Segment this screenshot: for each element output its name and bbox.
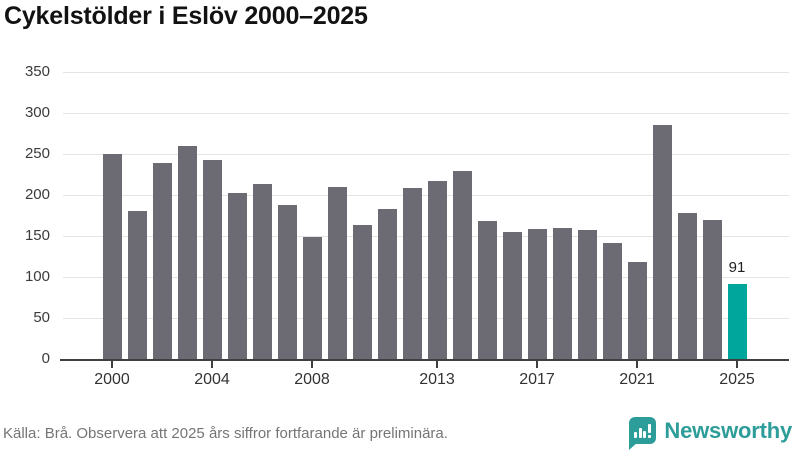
page-title: Cykelstölder i Eslöv 2000–2025 [4, 2, 368, 30]
x-tick-2025 [736, 361, 738, 368]
bar-2018 [552, 227, 572, 359]
x-axis-line [60, 359, 789, 361]
y-axis-label-200: 200 [24, 186, 50, 203]
gridline-300 [63, 113, 789, 114]
x-tick-2021 [636, 361, 638, 368]
x-tick-2008 [311, 361, 313, 368]
bar-2022 [652, 125, 672, 359]
bar-2019 [577, 230, 597, 359]
newsworthy-chart-bubble-icon [629, 417, 657, 450]
logo-exclamation-icon [647, 435, 651, 438]
x-axis-label-2004: 2004 [194, 371, 230, 388]
bar-2024 [702, 219, 722, 359]
gridline-50 [63, 318, 789, 319]
y-axis-label-150: 150 [24, 227, 50, 244]
gridline-200 [63, 195, 789, 196]
newsworthy-logo-link[interactable]: Newsworthy [629, 417, 792, 450]
x-axis-label-2000: 2000 [94, 371, 130, 388]
x-tick-2017 [536, 361, 538, 368]
bar-2001 [127, 210, 147, 359]
x-axis-label-2013: 2013 [419, 371, 455, 388]
x-axis-label-2017: 2017 [519, 371, 555, 388]
bar-2009 [327, 186, 347, 359]
gridline-250 [63, 154, 789, 155]
logo-exclamation-icon [647, 424, 651, 433]
bar-2012 [402, 188, 422, 359]
bar-2016 [502, 231, 522, 359]
bar-2013 [427, 181, 447, 359]
y-axis-label-50: 50 [33, 309, 50, 326]
bar-2007 [277, 204, 297, 359]
x-tick-2000 [111, 361, 113, 368]
y-axis-label-0: 0 [41, 350, 50, 367]
bar-2015 [477, 221, 497, 359]
bar-2004 [202, 159, 222, 359]
bar-2014 [452, 171, 472, 359]
value-label-2025: 91 [728, 259, 746, 277]
logo-bar-icon [638, 428, 642, 438]
x-axis-label-2021: 2021 [619, 371, 655, 388]
x-axis-label-2008: 2008 [294, 371, 330, 388]
x-tick-2013 [436, 361, 438, 368]
bar-2006 [252, 184, 272, 359]
bar-2021 [627, 262, 647, 359]
gridline-150 [63, 236, 789, 237]
bar-2000 [102, 154, 122, 359]
gridline-350 [63, 72, 789, 73]
logo-bar-icon [634, 432, 638, 438]
y-axis-label-100: 100 [24, 268, 50, 285]
source-note: Källa: Brå. Observera att 2025 års siffr… [3, 425, 448, 442]
gridline-100 [63, 277, 789, 278]
bar-2020 [602, 243, 622, 359]
y-axis-label-350: 350 [24, 63, 50, 80]
logo-bar-icon [643, 431, 647, 438]
y-axis-label-250: 250 [24, 145, 50, 162]
brand-name: Newsworthy [664, 417, 792, 443]
bar-2008 [302, 236, 322, 359]
x-tick-2004 [211, 361, 213, 368]
bar-2010 [352, 225, 372, 359]
y-axis-label-300: 300 [24, 104, 50, 121]
bar-2017 [527, 229, 547, 359]
bar-2025 [727, 284, 747, 359]
bar-2005 [227, 192, 247, 359]
bar-2002 [152, 163, 172, 359]
bar-2003 [177, 145, 197, 359]
bar-2011 [377, 208, 397, 359]
bar-2023 [677, 213, 697, 359]
x-axis-label-2025: 2025 [719, 371, 755, 388]
